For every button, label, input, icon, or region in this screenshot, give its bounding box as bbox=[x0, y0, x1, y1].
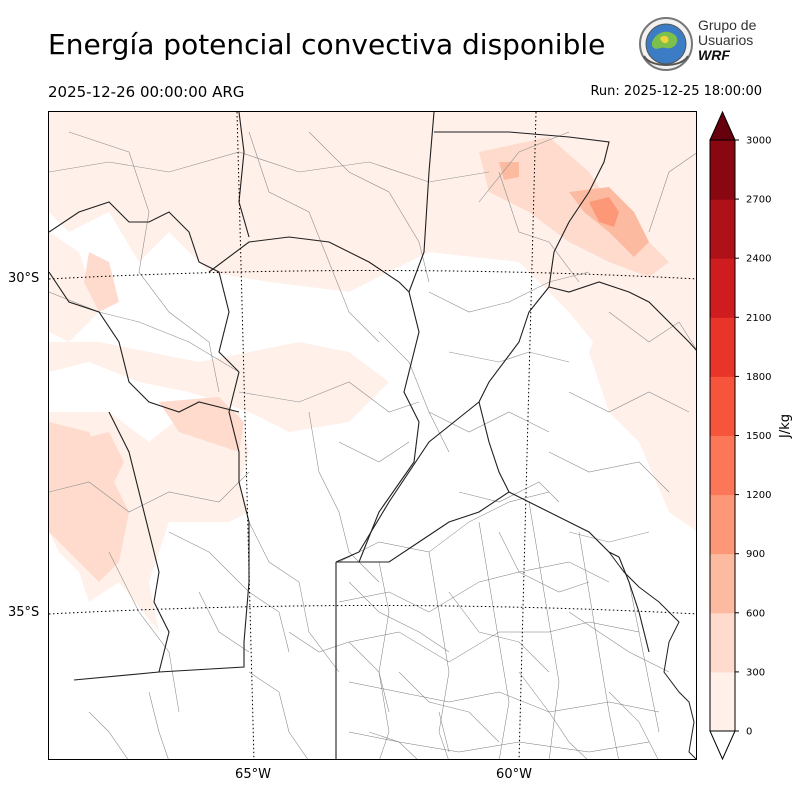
logo-line-3: WRF bbox=[698, 47, 730, 63]
colorbar-tick-label: 900 bbox=[746, 549, 765, 560]
lon-label-65w: 65°W bbox=[235, 767, 271, 782]
colorbar-segment bbox=[710, 494, 735, 555]
colorbar: 0 300 600 900 1200 1500 1800 2100 2400 2700 3000 bbox=[700, 110, 800, 770]
colorbar-tick-label: 3000 bbox=[746, 136, 771, 147]
lat-label-30s: 30°S bbox=[8, 271, 40, 286]
cape-shading-peak bbox=[589, 197, 619, 227]
cape-map bbox=[48, 111, 697, 760]
colorbar-segment bbox=[710, 317, 735, 377]
logo-line-2: Usuarios bbox=[698, 32, 754, 48]
department-boundaries bbox=[49, 131, 696, 759]
lat-label-35s: 35°S bbox=[8, 605, 40, 620]
graticule bbox=[49, 112, 696, 759]
colorbar-segment bbox=[710, 671, 735, 732]
colorbar-tick-label: 2100 bbox=[746, 313, 771, 324]
chart-title: Energía potencial convectiva disponible bbox=[48, 28, 606, 61]
colorbar-tick-label: 600 bbox=[746, 608, 765, 619]
colorbar-tick-label: 300 bbox=[746, 667, 765, 678]
run-time: Run: 2025-12-25 18:00:00 bbox=[590, 84, 762, 99]
colorbar-under-arrow bbox=[709, 730, 736, 761]
colorbar-tick-label: 0 bbox=[746, 727, 752, 738]
coastline bbox=[608, 551, 696, 759]
colorbar-segment bbox=[710, 435, 735, 496]
colorbar-segment bbox=[710, 140, 735, 200]
valid-time: 2025-12-26 00:00:00 ARG bbox=[48, 83, 245, 101]
logo-line-1: Grupo de bbox=[698, 17, 757, 33]
colorbar-tick-label: 2700 bbox=[746, 195, 771, 206]
colorbar-segment bbox=[710, 258, 735, 318]
colorbar-svg: 0 300 600 900 1200 1500 1800 2100 2400 2700 3000 bbox=[709, 110, 771, 761]
colorbar-segment bbox=[710, 553, 735, 614]
colorbar-over-arrow bbox=[709, 110, 736, 141]
buenos-aires-partidos bbox=[338, 491, 660, 759]
lon-label-60w: 60°W bbox=[496, 767, 532, 782]
grupo-usuarios-wrf-logo: Grupo de Usuarios WRF bbox=[638, 16, 762, 72]
colorbar-tick-label: 1800 bbox=[746, 372, 771, 383]
colorbar-segment bbox=[710, 376, 735, 436]
colorbar-segment bbox=[710, 199, 735, 259]
colorbar-tick-label: 1200 bbox=[746, 490, 771, 501]
colorbar-tick-label: 2400 bbox=[746, 254, 771, 265]
colorbar-tick-label: 1500 bbox=[746, 431, 771, 442]
colorbar-segment bbox=[710, 612, 735, 673]
colorbar-label: J/kg bbox=[778, 414, 793, 438]
map-canvas bbox=[49, 112, 696, 759]
globe-seal-icon bbox=[639, 17, 693, 71]
